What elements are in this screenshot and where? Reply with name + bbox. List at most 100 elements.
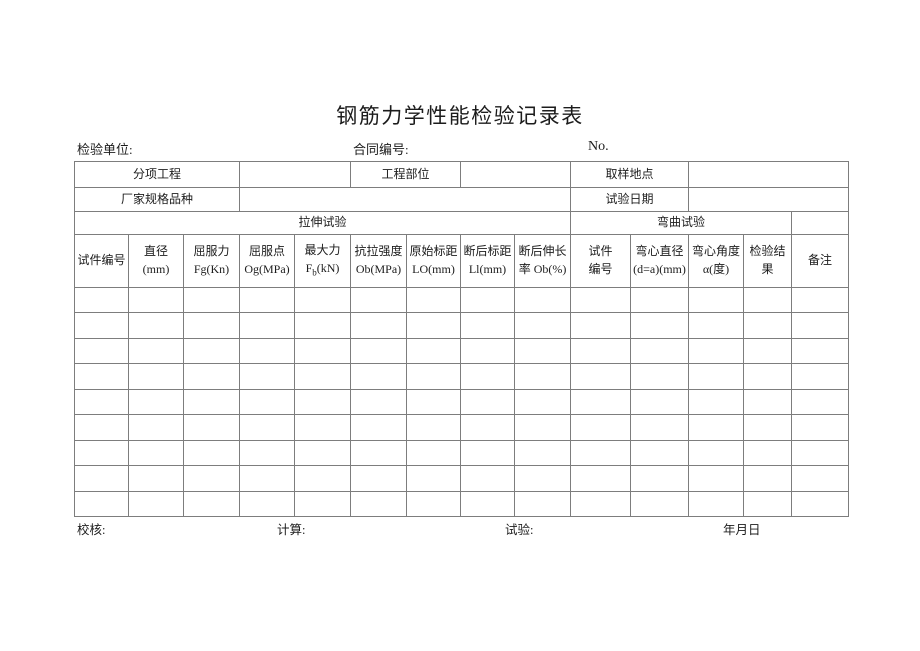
section-row: 拉伸试验 弯曲试验 <box>73 211 850 235</box>
empty-data-cell <box>294 439 351 466</box>
empty-data-cell <box>688 439 745 466</box>
empty-data-cell <box>743 490 793 517</box>
sub-project-value <box>239 161 351 188</box>
empty-data-cell <box>74 490 129 517</box>
empty-data-cell <box>183 490 240 517</box>
empty-data-cell <box>350 286 407 313</box>
empty-data-cell <box>791 490 850 517</box>
empty-data-cell <box>743 337 793 364</box>
col-header-specimen-no: 试件编号 <box>74 234 129 288</box>
empty-data-cell <box>630 388 690 415</box>
empty-data-cell <box>239 414 295 441</box>
empty-data-cell <box>460 286 516 313</box>
empty-data-cell <box>294 337 351 364</box>
contract-no-label: 合同编号: <box>353 142 409 157</box>
test-date-value <box>688 187 850 212</box>
empty-data-cell <box>405 490 462 517</box>
data-rows <box>74 286 850 517</box>
col-header-yield-point: 屈服点 Og(MPa) <box>239 234 295 288</box>
manufacturer-spec-value <box>238 187 572 212</box>
test-date-label: 试验日期 <box>570 187 690 212</box>
empty-data-cell <box>74 286 129 313</box>
table-row <box>74 388 850 415</box>
col-header-max-force: 最大力 Fb(kN) <box>294 234 351 288</box>
table-row <box>74 363 850 390</box>
empty-data-cell <box>570 337 632 364</box>
section-spacer-cell <box>791 211 850 235</box>
empty-data-cell <box>183 286 240 313</box>
empty-data-cell <box>514 490 572 517</box>
empty-data-cell <box>460 388 516 415</box>
empty-data-cell <box>239 337 295 364</box>
empty-data-cell <box>74 414 129 441</box>
empty-data-cell <box>514 414 572 441</box>
col-header-bend-center-diameter: 弯心直径 (d=a)(mm) <box>630 234 690 288</box>
empty-data-cell <box>743 363 793 390</box>
sub-project-label: 分项工程 <box>74 161 240 188</box>
empty-data-cell <box>743 388 793 415</box>
manufacturer-spec-label: 厂家规格品种 <box>74 187 240 212</box>
empty-data-cell <box>514 439 572 466</box>
empty-data-cell <box>405 286 462 313</box>
empty-data-cell <box>743 439 793 466</box>
empty-data-cell <box>183 439 240 466</box>
empty-data-cell <box>460 363 516 390</box>
empty-data-cell <box>74 388 129 415</box>
empty-data-cell <box>294 286 351 313</box>
empty-data-cell <box>128 490 184 517</box>
table-row <box>74 337 850 364</box>
empty-data-cell <box>128 414 184 441</box>
empty-data-cell <box>514 388 572 415</box>
table-row <box>74 465 850 492</box>
col-header-bend-specimen-no: 试件 编号 <box>570 234 632 288</box>
col-header-original-gauge: 原始标距 LO(mm) <box>405 234 462 288</box>
empty-data-cell <box>350 439 407 466</box>
empty-data-cell <box>239 312 295 339</box>
footer-row: 校核: 计算: 试验: 年月日 <box>0 519 920 537</box>
empty-data-cell <box>688 312 745 339</box>
empty-data-cell <box>570 286 632 313</box>
empty-data-cell <box>570 490 632 517</box>
empty-data-cell <box>514 312 572 339</box>
col-header-elongation: 断后伸长 率 Ob(%) <box>514 234 572 288</box>
empty-data-cell <box>743 465 793 492</box>
empty-data-cell <box>570 439 632 466</box>
empty-data-cell <box>294 388 351 415</box>
empty-data-cell <box>239 388 295 415</box>
empty-data-cell <box>570 363 632 390</box>
empty-data-cell <box>405 465 462 492</box>
project-part-label: 工程部位 <box>349 161 462 188</box>
empty-data-cell <box>460 439 516 466</box>
empty-data-cell <box>128 465 184 492</box>
empty-data-cell <box>350 363 407 390</box>
empty-data-cell <box>128 439 184 466</box>
empty-data-cell <box>688 337 745 364</box>
empty-data-cell <box>405 312 462 339</box>
calculate-label: 计算: <box>277 523 306 537</box>
empty-data-cell <box>688 490 745 517</box>
empty-data-cell <box>630 414 690 441</box>
empty-data-cell <box>514 286 572 313</box>
col-header-bend-angle: 弯心角度 α(度) <box>688 234 745 288</box>
date-label: 年月日 <box>723 523 761 537</box>
empty-data-cell <box>294 465 351 492</box>
empty-data-cell <box>570 388 632 415</box>
empty-data-cell <box>74 363 129 390</box>
empty-data-cell <box>294 312 351 339</box>
col-header-diameter: 直径 (mm) <box>128 234 184 288</box>
empty-data-cell <box>514 363 572 390</box>
empty-data-cell <box>183 414 240 441</box>
empty-data-cell <box>743 414 793 441</box>
empty-data-cell <box>630 363 690 390</box>
empty-data-cell <box>460 337 516 364</box>
empty-data-cell <box>460 490 516 517</box>
empty-data-cell <box>350 465 407 492</box>
empty-data-cell <box>791 414 850 441</box>
empty-data-cell <box>743 312 793 339</box>
empty-data-cell <box>239 286 295 313</box>
empty-data-cell <box>350 337 407 364</box>
empty-data-cell <box>791 439 850 466</box>
empty-data-cell <box>630 465 690 492</box>
empty-data-cell <box>239 490 295 517</box>
